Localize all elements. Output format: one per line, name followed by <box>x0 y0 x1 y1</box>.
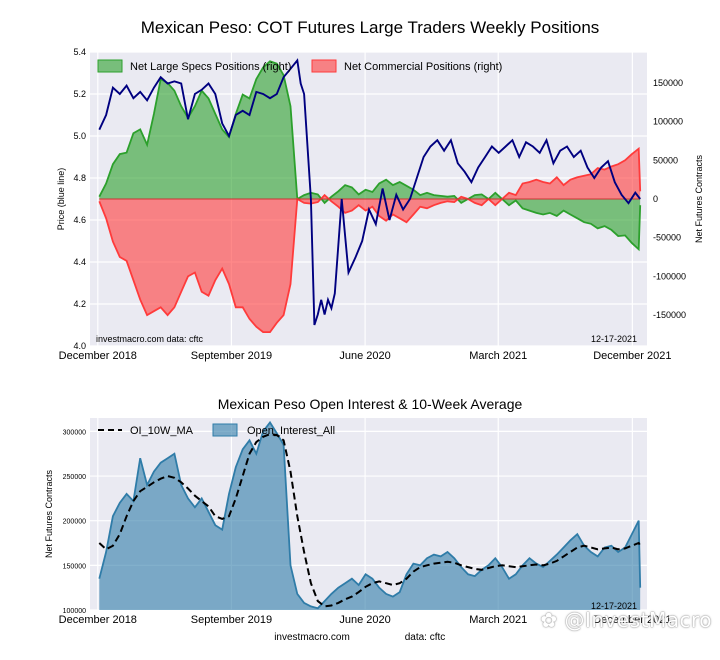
bottom-axes: December 2018 September 2019 June 2020 Marc… <box>59 429 672 626</box>
footer-data: data: cftc <box>405 632 446 643</box>
y2-tick-label: -150000 <box>653 310 686 320</box>
top-date-annotation: 12-17-2021 <box>591 334 637 344</box>
top-left-axis-label: Price (blue line) <box>56 168 66 231</box>
x-tick-label: March 2021 <box>469 614 527 626</box>
top-axes: December 2018 September 2019 June 2020 Marc… <box>59 47 686 362</box>
ma-line <box>98 433 642 608</box>
bottom-chart-title: Mexican Peso Open Interest & 10-Week Ave… <box>218 396 523 412</box>
legend-label-specs: Net Large Specs Positions (right) <box>130 61 291 73</box>
y2-tick-label: 50000 <box>653 155 678 165</box>
top-legend: Net Large Specs Positions (right) Net Co… <box>97 59 502 73</box>
bottom-date-annotation: 12-17-2021 <box>591 601 637 611</box>
y2-tick-label: 150000 <box>653 78 683 88</box>
legend-swatch-commercial <box>311 59 337 73</box>
y-tick-label: 300000 <box>63 429 86 436</box>
x-tick-label: December 2018 <box>59 614 137 626</box>
legend-label-commercial: Net Commercial Positions (right) <box>344 61 502 73</box>
watermark: ✿ @InvestMacro <box>540 608 712 632</box>
x-tick-label: March 2021 <box>469 350 527 362</box>
y-tick-label: 5.4 <box>73 47 86 57</box>
x-tick-label: June 2020 <box>339 614 390 626</box>
commercial-area <box>99 148 641 333</box>
specs-area <box>99 61 641 250</box>
commercial-area-edge <box>98 146 642 333</box>
x-tick-label: June 2020 <box>339 350 390 362</box>
open-interest-edge <box>98 420 642 610</box>
top-price-line <box>98 58 641 326</box>
y-tick-label: 4.2 <box>73 299 86 309</box>
x-tick-label: September 2019 <box>191 614 272 626</box>
legend-label-ma: OI_10W_MA <box>130 425 194 437</box>
y-tick-label: 150000 <box>63 563 86 570</box>
legend-swatch-oi <box>212 423 238 437</box>
y-tick-label: 5.2 <box>73 89 86 99</box>
bottom-legend: OI_10W_MA Open_Interest_All <box>98 423 335 437</box>
y-tick-label: 4.6 <box>73 215 86 225</box>
legend-swatch-specs <box>97 59 123 73</box>
x-tick-label: December 2018 <box>59 350 137 362</box>
y2-tick-label: 100000 <box>653 117 683 127</box>
top-right-axis-label: Net Futures Contracts <box>694 154 704 243</box>
x-tick-label: December 2021 <box>593 614 671 626</box>
x-tick-label: December 2021 <box>593 350 671 362</box>
y2-tick-label: 0 <box>653 194 658 204</box>
footer-site: investmacro.com <box>274 632 350 643</box>
open-interest-area <box>99 422 641 610</box>
bottom-areas <box>98 420 642 610</box>
top-source-annotation: investmacro.com data: cftc <box>96 334 204 344</box>
y2-tick-label: -50000 <box>653 233 681 243</box>
y-tick-label: 100000 <box>63 608 86 615</box>
y-tick-label: 5.0 <box>73 131 86 141</box>
watermark-icon: ✿ <box>540 608 558 632</box>
y2-tick-label: -100000 <box>653 271 686 281</box>
y-tick-label: 4.4 <box>73 257 86 267</box>
legend-label-oi: Open_Interest_All <box>247 425 335 437</box>
y-tick-label: 4.8 <box>73 173 86 183</box>
y-tick-label: 200000 <box>63 519 86 526</box>
watermark-text: @InvestMacro <box>564 608 712 632</box>
bottom-y-axis-label: Net Futures Contracts <box>44 469 54 558</box>
x-tick-label: September 2019 <box>191 350 272 362</box>
y-tick-label: 250000 <box>63 474 86 481</box>
price-line <box>98 58 641 326</box>
top-chart-title: Mexican Peso: COT Futures Large Traders … <box>141 18 600 37</box>
y-tick-label: 4.0 <box>73 341 86 351</box>
